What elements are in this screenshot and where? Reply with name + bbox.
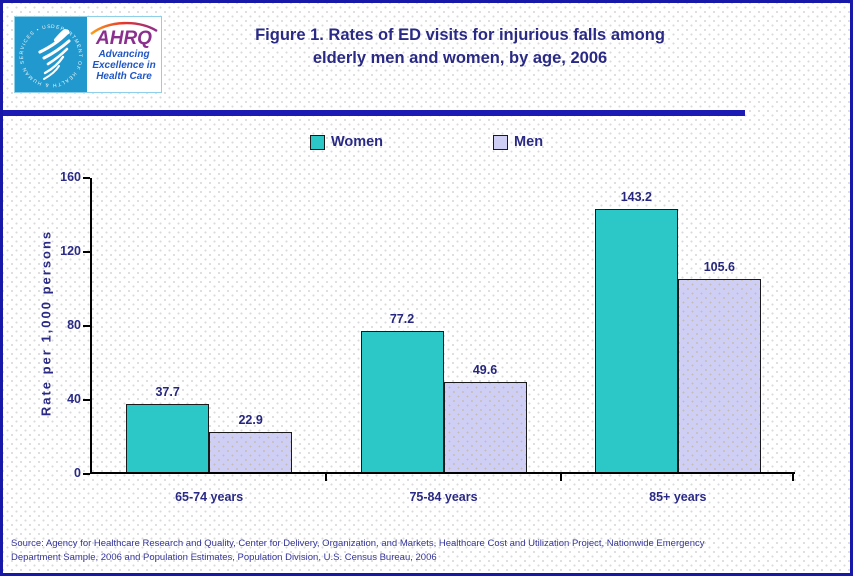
y-tick-label: 0 — [74, 466, 81, 480]
hhs-eagle-icon: DEPARTMENT OF HEALTH & HUMAN SERVICES • … — [13, 13, 82, 88]
value-label-men-0: 22.9 — [238, 412, 263, 427]
y-tick-mark — [83, 399, 90, 401]
bar-men-85+-years — [677, 278, 761, 474]
legend-label-men: Men — [514, 134, 544, 150]
ahrq-tagline: Advancing Excellence in Health Care — [92, 49, 155, 82]
y-tick-mark — [83, 325, 90, 327]
y-tick-mark — [83, 251, 90, 253]
tagline-line-2: Excellence in — [92, 60, 156, 71]
category-label-0: 65-74 years — [175, 490, 244, 504]
bar-chart: Rate per 1,000 persons 0 40 80 120 160 37.7 77… — [3, 3, 850, 573]
figure-title-line-1: Figure 1. Rates of ED visits for injurio… — [255, 26, 665, 44]
source-line-2: Department Sample, 2006 and Population E… — [11, 552, 437, 563]
value-label-women-1: 77.2 — [389, 312, 415, 327]
ahrq-hhs-logo: DEPARTMENT OF HEALTH & HUMAN SERVICES • … — [13, 13, 162, 93]
legend-swatch-women — [309, 134, 325, 150]
y-tick-label: 80 — [67, 318, 81, 332]
bar-women-75-84-years — [360, 331, 444, 474]
y-tick-mark — [83, 473, 90, 475]
bar-men-75-84-years — [443, 382, 527, 474]
legend-item-men: Men — [493, 134, 543, 150]
source-note: Source: Agency for Healthcare Research a… — [11, 537, 831, 565]
value-label-men-1: 49.6 — [472, 363, 498, 378]
x-axis-end-tick — [792, 474, 794, 481]
x-axis-line — [90, 472, 795, 474]
value-label-men-2: 105.6 — [703, 259, 735, 274]
ahrq-logo-block: AHRQ Advancing Excellence in Health Care — [87, 17, 161, 92]
legend-label-women: Women — [330, 134, 384, 150]
y-tick-label: 120 — [60, 244, 81, 258]
y-tick-label: 40 — [67, 392, 81, 406]
x-tick-mark — [325, 474, 328, 481]
ahrq-wordmark: AHRQ — [96, 28, 152, 49]
y-tick-label: 160 — [60, 170, 81, 184]
x-tick-mark — [559, 474, 562, 481]
bar-women-85+-years — [594, 209, 678, 474]
figure-title: Figure 1. Rates of ED visits for injurio… — [170, 24, 750, 70]
figure-title-line-2: elderly men and women, by age, 2006 — [312, 49, 608, 67]
header-divider-rule — [3, 110, 745, 116]
value-label-women-0: 37.7 — [155, 385, 180, 400]
y-tick-mark — [83, 177, 90, 179]
category-label-2: 85+ years — [649, 490, 707, 504]
legend-item-women: Women — [309, 134, 384, 150]
chart-legend: Women Men — [3, 134, 850, 150]
tagline-line-3: Health Care — [96, 71, 152, 82]
legend-swatch-men — [493, 134, 509, 150]
rainbow-arc-icon — [90, 21, 158, 35]
category-label-1: 75-84 years — [409, 490, 478, 504]
tagline-line-1: Advancing — [98, 49, 150, 60]
value-label-women-2: 143.2 — [620, 190, 652, 205]
y-axis-line — [90, 178, 92, 474]
source-line-1: Source: Agency for Healthcare Research a… — [11, 538, 705, 549]
bar-men-65-74-years — [209, 431, 293, 474]
bar-women-65-74-years — [126, 404, 210, 474]
hhs-seal: DEPARTMENT OF HEALTH & HUMAN SERVICES • … — [13, 13, 87, 92]
